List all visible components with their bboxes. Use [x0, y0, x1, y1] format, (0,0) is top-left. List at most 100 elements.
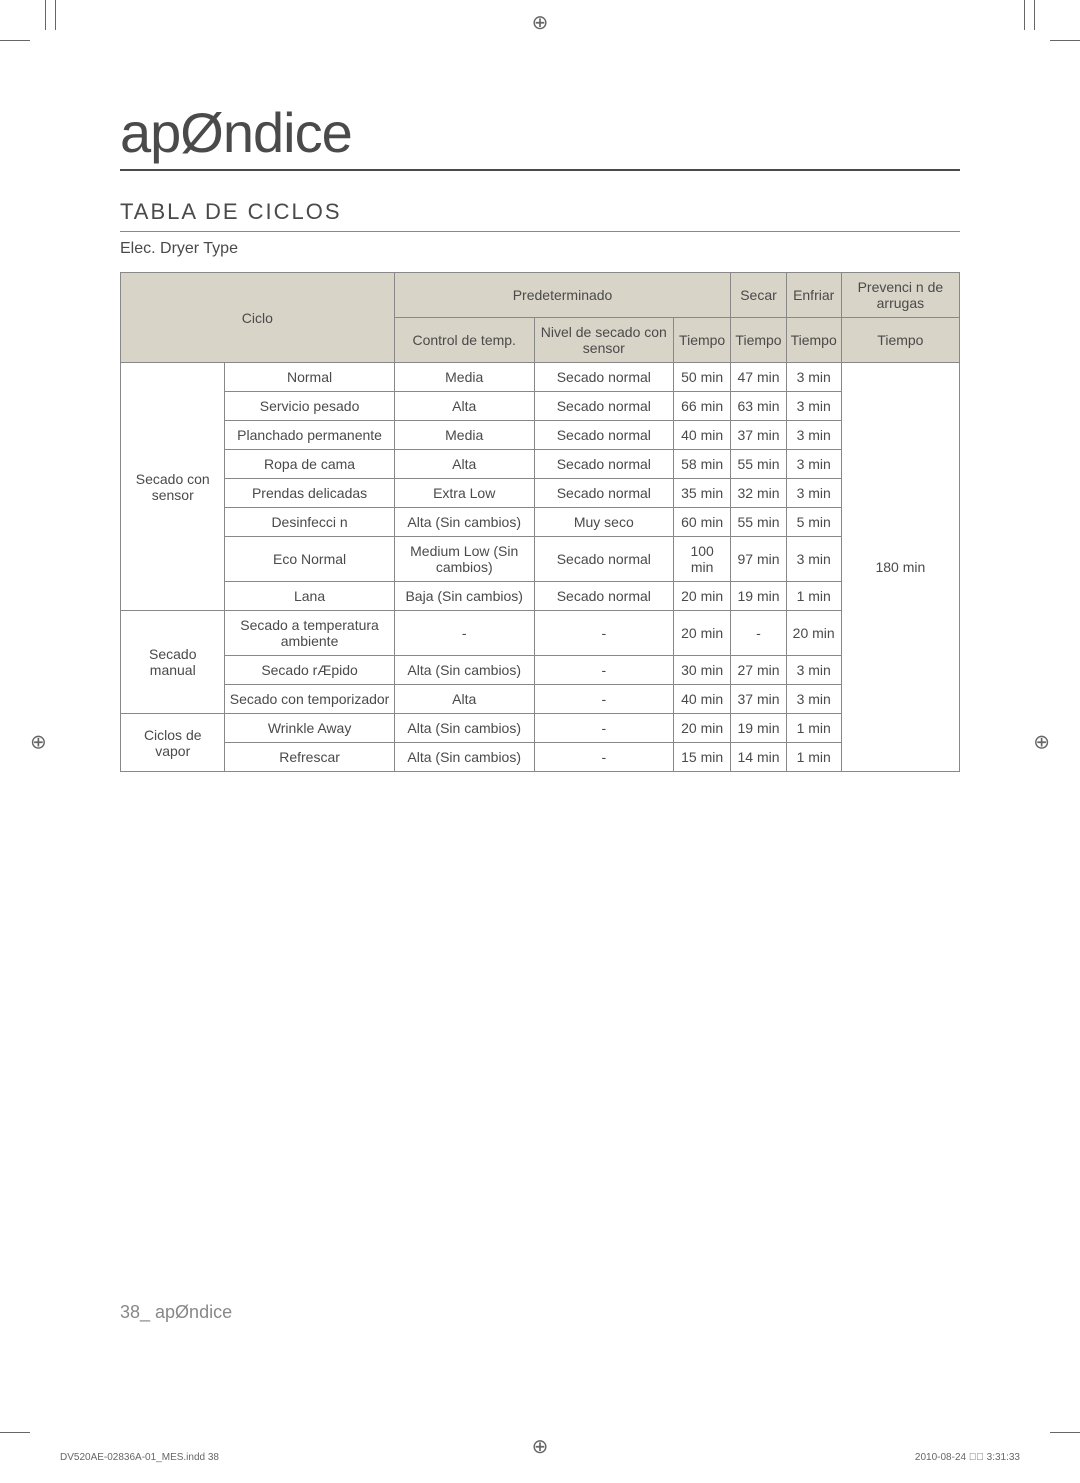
- cell: 3 min: [786, 479, 841, 508]
- cell: 60 min: [673, 508, 731, 537]
- cell: 20 min: [673, 611, 731, 656]
- cell: Alta (Sin cambios): [394, 714, 534, 743]
- cell: 40 min: [673, 421, 731, 450]
- cell: 3 min: [786, 363, 841, 392]
- cell: 37 min: [731, 421, 786, 450]
- cell: Muy seco: [534, 508, 673, 537]
- cell: Prendas delicadas: [225, 479, 394, 508]
- cell: -: [534, 714, 673, 743]
- cell: 19 min: [731, 582, 786, 611]
- table-row: Planchado permanente Media Secado normal…: [121, 421, 960, 450]
- table-row: Servicio pesado Alta Secado normal 66 mi…: [121, 392, 960, 421]
- group-manual: Secado manual: [121, 611, 225, 714]
- cell: Eco Normal: [225, 537, 394, 582]
- cell: Secado normal: [534, 537, 673, 582]
- cell: 1 min: [786, 714, 841, 743]
- cell: 5 min: [786, 508, 841, 537]
- table-row: Lana Baja (Sin cambios) Secado normal 20…: [121, 582, 960, 611]
- registration-mark: ⊕: [532, 10, 549, 35]
- cell: -: [394, 611, 534, 656]
- cell: Desinfecci n: [225, 508, 394, 537]
- cell: 15 min: [673, 743, 731, 772]
- cell: 3 min: [786, 392, 841, 421]
- cell: 27 min: [731, 656, 786, 685]
- cell: Secado rÆpido: [225, 656, 394, 685]
- header-tiempo-4: Tiempo: [841, 318, 959, 363]
- cell: 20 min: [673, 582, 731, 611]
- cell: 1 min: [786, 743, 841, 772]
- section-subtitle: TABLA DE CICLOS: [120, 199, 960, 232]
- cell: 37 min: [731, 685, 786, 714]
- cell: Servicio pesado: [225, 392, 394, 421]
- cell: 50 min: [673, 363, 731, 392]
- cell: Alta: [394, 392, 534, 421]
- cell: Secado normal: [534, 421, 673, 450]
- cell: Secado normal: [534, 363, 673, 392]
- cell: 3 min: [786, 656, 841, 685]
- registration-mark: ⊕: [532, 1434, 549, 1459]
- cell: 14 min: [731, 743, 786, 772]
- table-row: Secado con temporizador Alta - 40 min 37…: [121, 685, 960, 714]
- cell: 97 min: [731, 537, 786, 582]
- table-row: Ropa de cama Alta Secado normal 58 min 5…: [121, 450, 960, 479]
- cell: Secado normal: [534, 582, 673, 611]
- cell: 55 min: [731, 508, 786, 537]
- cell: 3 min: [786, 685, 841, 714]
- cycles-table: Ciclo Predeterminado Secar Enfriar Preve…: [120, 272, 960, 772]
- cell: Secado normal: [534, 392, 673, 421]
- table-row: Desinfecci n Alta (Sin cambios) Muy seco…: [121, 508, 960, 537]
- table-row: Refrescar Alta (Sin cambios) - 15 min 14…: [121, 743, 960, 772]
- cell: 47 min: [731, 363, 786, 392]
- cell: Secado normal: [534, 450, 673, 479]
- cell: Refrescar: [225, 743, 394, 772]
- document-date: 2010-08-24 ￿￿ 3:31:33: [915, 1452, 1020, 1463]
- cell: 20 min: [786, 611, 841, 656]
- cell: Alta: [394, 450, 534, 479]
- cell: Baja (Sin cambios): [394, 582, 534, 611]
- cell: -: [534, 685, 673, 714]
- cell: Media: [394, 421, 534, 450]
- cell: Extra Low: [394, 479, 534, 508]
- header-enfriar: Enfriar: [786, 273, 841, 318]
- cell: -: [534, 611, 673, 656]
- header-ciclo: Ciclo: [121, 273, 395, 363]
- cell: -: [534, 656, 673, 685]
- page-footer: 38_ apØndice: [120, 1302, 232, 1323]
- cell: Ropa de cama: [225, 450, 394, 479]
- header-tiempo-2: Tiempo: [731, 318, 786, 363]
- cell: Secado a temperatura ambiente: [225, 611, 394, 656]
- cell: Lana: [225, 582, 394, 611]
- cell: Alta (Sin cambios): [394, 508, 534, 537]
- cell: Planchado permanente: [225, 421, 394, 450]
- cell: 58 min: [673, 450, 731, 479]
- group-vapor: Ciclos de vapor: [121, 714, 225, 772]
- dryer-type-label: Elec. Dryer Type: [120, 240, 960, 258]
- cell: 63 min: [731, 392, 786, 421]
- cell: 20 min: [673, 714, 731, 743]
- cell: Normal: [225, 363, 394, 392]
- cell: -: [534, 743, 673, 772]
- cell: 3 min: [786, 537, 841, 582]
- cell: 3 min: [786, 450, 841, 479]
- cell: Alta (Sin cambios): [394, 656, 534, 685]
- registration-mark: ⊕: [30, 729, 47, 754]
- cell: Medium Low (Sin cambios): [394, 537, 534, 582]
- cell: Alta (Sin cambios): [394, 743, 534, 772]
- cell: -: [731, 611, 786, 656]
- header-prevencion: Prevenci n de arrugas: [841, 273, 959, 318]
- header-secar: Secar: [731, 273, 786, 318]
- header-control-temp: Control de temp.: [394, 318, 534, 363]
- cell: 35 min: [673, 479, 731, 508]
- header-tiempo-1: Tiempo: [673, 318, 731, 363]
- document-filename: DV520AE-02836A-01_MES.indd 38: [60, 1452, 219, 1463]
- header-nivel-secado: Nivel de secado con sensor: [534, 318, 673, 363]
- page-title: apØndice: [120, 100, 960, 171]
- cell: Secado normal: [534, 479, 673, 508]
- cell: 32 min: [731, 479, 786, 508]
- cell: Media: [394, 363, 534, 392]
- table-row: Eco Normal Medium Low (Sin cambios) Seca…: [121, 537, 960, 582]
- registration-mark: ⊕: [1033, 729, 1050, 754]
- cell: 55 min: [731, 450, 786, 479]
- cell: 66 min: [673, 392, 731, 421]
- table-row: Secado con sensor Normal Media Secado no…: [121, 363, 960, 392]
